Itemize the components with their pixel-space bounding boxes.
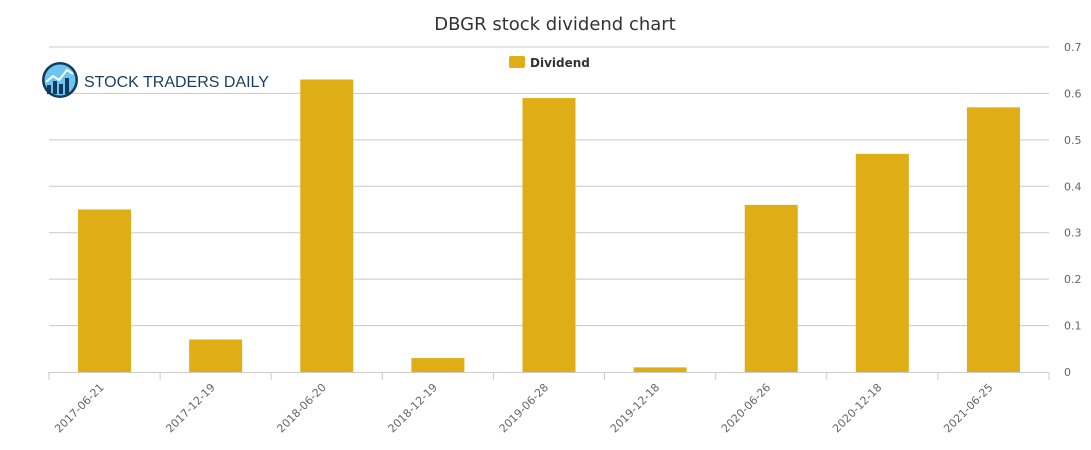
legend-swatch-dividend bbox=[509, 56, 525, 68]
bar-2019-12-18[interactable] bbox=[633, 367, 687, 372]
bar-2018-06-20[interactable] bbox=[300, 79, 354, 373]
x-tick-label: 2019-06-28 bbox=[497, 381, 551, 435]
bar-2019-06-28[interactable] bbox=[522, 98, 576, 373]
y-tick-label: 0.4 bbox=[1064, 180, 1082, 193]
legend[interactable]: Dividend bbox=[509, 56, 590, 70]
stock-chart-globe-icon bbox=[42, 62, 78, 98]
bar-2021-06-25[interactable] bbox=[966, 107, 1020, 372]
y-tick-label: 0.7 bbox=[1064, 41, 1082, 54]
bar-2017-06-21[interactable] bbox=[78, 209, 132, 373]
x-tick-label: 2018-12-19 bbox=[386, 381, 440, 435]
bar-2017-12-19[interactable] bbox=[189, 339, 243, 373]
x-tick-label: 2021-06-25 bbox=[941, 381, 995, 435]
y-tick-label: 0 bbox=[1064, 366, 1071, 379]
chart-title: DBGR stock dividend chart bbox=[434, 14, 676, 35]
y-axis-ticks: 0 0.1 0.2 0.3 0.4 0.5 0.6 0.7 bbox=[1064, 41, 1082, 379]
brand-name: STOCK TRADERS DAILY bbox=[84, 74, 269, 91]
x-axis-ticks: 2017-06-21 2017-12-19 2018-06-20 2018-12-19… bbox=[52, 381, 995, 435]
x-axis bbox=[48, 372, 1050, 380]
x-tick-label: 2019-12-18 bbox=[608, 381, 662, 435]
y-tick-label: 0.6 bbox=[1064, 87, 1082, 100]
bar-2020-12-18[interactable] bbox=[855, 153, 909, 372]
x-tick-label: 2017-12-19 bbox=[163, 381, 217, 435]
x-tick-label: 2017-06-21 bbox=[52, 381, 106, 435]
bar-2020-06-26[interactable] bbox=[744, 204, 798, 372]
y-tick-label: 0.3 bbox=[1064, 227, 1082, 240]
y-tick-label: 0.1 bbox=[1064, 320, 1082, 333]
x-tick-label: 2020-06-26 bbox=[719, 381, 773, 435]
x-tick-label: 2020-12-18 bbox=[830, 381, 884, 435]
brand-logo[interactable]: STOCK TRADERS DAILY bbox=[42, 62, 269, 98]
legend-label-dividend: Dividend bbox=[530, 56, 590, 70]
bars bbox=[78, 79, 1020, 373]
y-tick-label: 0.2 bbox=[1064, 273, 1082, 286]
y-tick-label: 0.5 bbox=[1064, 134, 1082, 147]
bar-2018-12-19[interactable] bbox=[411, 358, 465, 372]
x-tick-label: 2018-06-20 bbox=[274, 381, 328, 435]
